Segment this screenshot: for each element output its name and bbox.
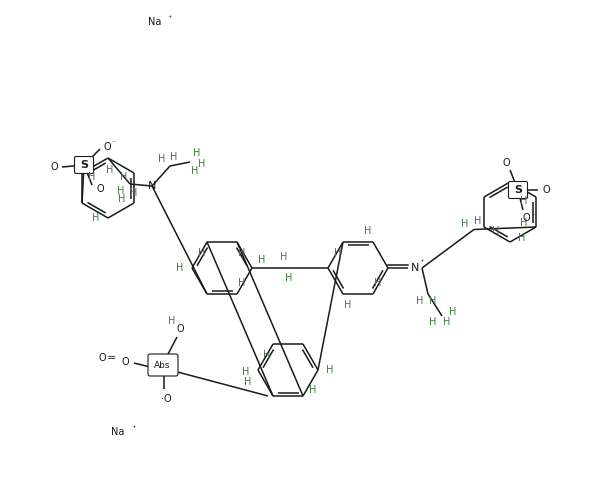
Text: H: H bbox=[130, 188, 138, 198]
FancyBboxPatch shape bbox=[148, 354, 178, 376]
Text: N: N bbox=[148, 181, 156, 191]
Text: ·O: ·O bbox=[161, 394, 172, 404]
Text: ⁺: ⁺ bbox=[420, 258, 424, 266]
Text: O: O bbox=[502, 158, 510, 168]
Text: H: H bbox=[198, 248, 206, 258]
Text: H: H bbox=[120, 172, 127, 182]
Text: O: O bbox=[542, 185, 550, 195]
FancyBboxPatch shape bbox=[74, 157, 94, 173]
Text: ⁻: ⁻ bbox=[532, 212, 536, 220]
Text: O: O bbox=[522, 213, 530, 223]
Text: H: H bbox=[169, 316, 176, 326]
Text: H: H bbox=[326, 365, 333, 375]
Text: H: H bbox=[520, 196, 528, 206]
Text: H: H bbox=[259, 255, 266, 265]
Text: H: H bbox=[492, 226, 500, 236]
Text: H: H bbox=[374, 278, 382, 288]
Text: H: H bbox=[344, 300, 352, 310]
Text: O: O bbox=[121, 357, 129, 367]
Text: H: H bbox=[309, 385, 316, 395]
Text: O: O bbox=[50, 162, 58, 172]
Text: H: H bbox=[242, 367, 249, 377]
Text: H: H bbox=[176, 263, 184, 273]
Text: H: H bbox=[88, 172, 95, 182]
Text: H: H bbox=[518, 233, 525, 243]
Text: H: H bbox=[429, 296, 437, 306]
Text: Na: Na bbox=[149, 17, 162, 27]
Text: H: H bbox=[170, 152, 178, 162]
Text: Na: Na bbox=[111, 427, 124, 437]
Text: H: H bbox=[285, 273, 293, 283]
Text: ⁻: ⁻ bbox=[112, 138, 116, 148]
FancyBboxPatch shape bbox=[509, 182, 527, 198]
Text: H: H bbox=[193, 148, 201, 158]
Text: H: H bbox=[263, 350, 271, 360]
Text: H: H bbox=[198, 159, 206, 169]
Text: H: H bbox=[461, 218, 469, 228]
Text: S: S bbox=[80, 160, 88, 170]
Text: H: H bbox=[416, 296, 423, 306]
Text: H: H bbox=[280, 252, 288, 262]
Text: H: H bbox=[474, 217, 481, 227]
Text: H: H bbox=[449, 307, 457, 317]
Text: H: H bbox=[239, 248, 246, 258]
Text: H: H bbox=[191, 166, 199, 176]
Text: H: H bbox=[429, 317, 437, 327]
Text: H: H bbox=[334, 248, 342, 258]
Text: H: H bbox=[239, 278, 246, 288]
Text: H: H bbox=[117, 186, 124, 196]
Text: N: N bbox=[411, 263, 419, 273]
Text: H: H bbox=[520, 218, 528, 228]
Text: ⁺: ⁺ bbox=[132, 423, 137, 433]
Text: =: = bbox=[108, 353, 117, 363]
Text: O: O bbox=[176, 324, 184, 334]
Text: O: O bbox=[98, 353, 106, 363]
Text: H: H bbox=[118, 194, 126, 204]
Text: H: H bbox=[364, 226, 371, 236]
Text: O: O bbox=[96, 184, 104, 194]
Text: H: H bbox=[443, 317, 451, 327]
Text: H: H bbox=[244, 377, 252, 387]
Text: ⁺: ⁺ bbox=[168, 13, 172, 23]
Text: S: S bbox=[514, 185, 522, 195]
Text: Abs: Abs bbox=[154, 361, 170, 369]
Text: O: O bbox=[103, 142, 111, 152]
Text: H: H bbox=[92, 213, 100, 223]
Text: H: H bbox=[158, 154, 165, 164]
Text: H: H bbox=[106, 165, 114, 175]
